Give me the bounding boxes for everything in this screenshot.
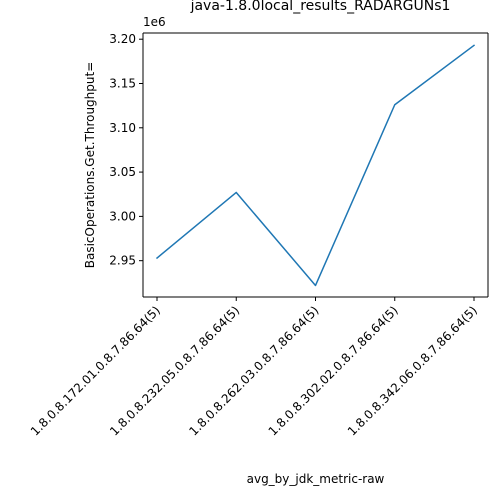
- y-axis-label: BasicOperations.Get.Throughput=: [83, 62, 97, 269]
- x-ticks: 1.8.0.8.172.01.0.8.7.86.64(5)1.8.0.8.232…: [28, 297, 480, 439]
- y-tick-label: 3.10: [109, 121, 136, 135]
- y-axis-offset-label: 1e6: [143, 15, 166, 29]
- y-tick-label: 2.95: [109, 254, 136, 268]
- x-tick-label: 1.8.0.8.302.02.0.8.7.86.64(5): [266, 303, 401, 438]
- axes: [142, 32, 489, 298]
- y-ticks: 2.95 3.00 3.05 3.10 3.15 3.20: [109, 32, 143, 268]
- series-line: [155, 44, 476, 287]
- chart-title: java-1.8.0local_results_RADARGUNs1: [190, 0, 451, 14]
- x-axis-label: avg_by_jdk_metric-raw: [247, 472, 385, 486]
- x-tick-label: 1.8.0.8.342.06.0.8.7.86.64(5): [345, 303, 480, 438]
- x-tick-label: 1.8.0.8.262.03.0.8.7.86.64(5): [186, 303, 321, 438]
- y-tick-label: 3.00: [109, 209, 136, 223]
- y-tick-label: 3.15: [109, 76, 136, 90]
- x-tick-label: 1.8.0.8.232.05.0.8.7.86.64(5): [107, 303, 242, 438]
- y-tick-label: 3.20: [109, 32, 136, 46]
- series-group: [155, 44, 476, 287]
- x-tick-label: 1.8.0.8.172.01.0.8.7.86.64(5): [28, 303, 163, 438]
- y-tick-label: 3.05: [109, 165, 136, 179]
